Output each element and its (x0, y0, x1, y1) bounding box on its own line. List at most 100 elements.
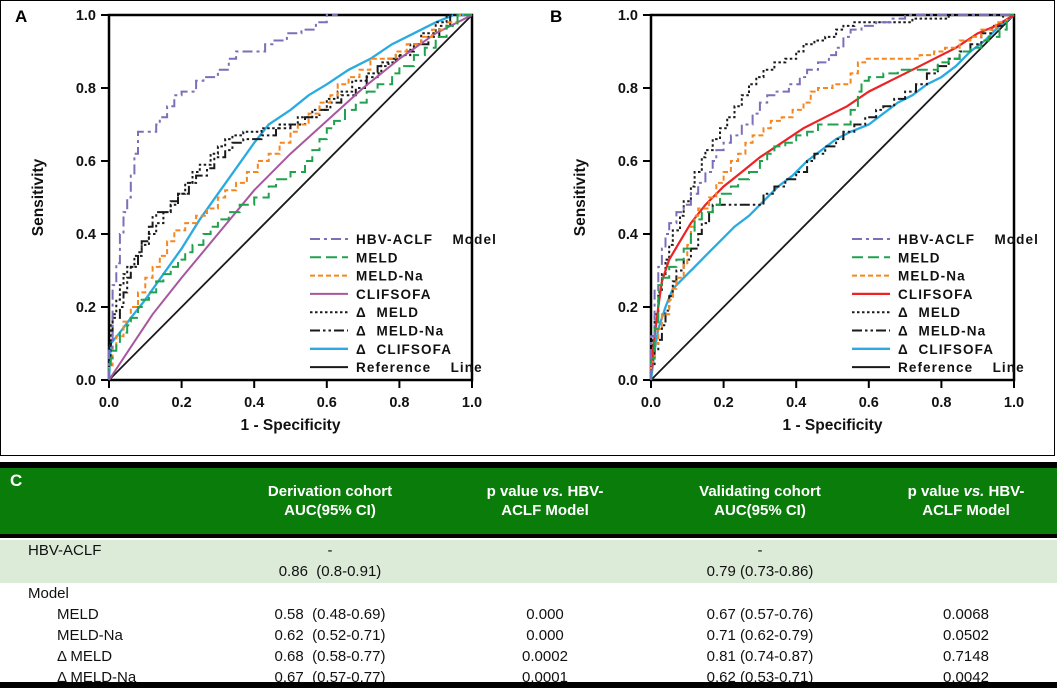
x-tick-label: 0.2 (172, 395, 192, 411)
table-cell (875, 540, 1057, 561)
row-label: Δ MELD (57, 648, 113, 665)
table-cell (645, 583, 875, 604)
roc-chart-a: 0.0 0.2 0.4 0.6 0.8 1.0 0.0 0.2 0.4 0.6 0.8 1.0 1 - … (30, 8, 497, 434)
legend: HBV-ACLF Model MELD MELD-Na CLIFSOFA Δ MELD Δ… (852, 232, 1039, 375)
y-tick-label: 0.6 (76, 154, 96, 170)
table-cell: 0.67 (0.57-0.76) (706, 606, 814, 623)
y-axis-title: Sensitivity (30, 158, 47, 236)
table-cell: 0.000 (526, 606, 564, 623)
legend: HBV-ACLF Model MELD MELD-Na CLIFSOFA Δ MELD Δ… (310, 232, 497, 375)
legend-label-delta-meld: Δ MELD (898, 305, 961, 320)
panel-b-label: B (550, 7, 563, 26)
x-tick-label: 0.4 (786, 395, 806, 411)
column-header: Derivation cohort AUC(95% CI) (267, 483, 393, 519)
legend-label-clifsofa: CLIFSOFA (898, 287, 974, 302)
column-header: p value vs. HBV- ACLF Model (907, 483, 1025, 519)
legend-label-meld: MELD (356, 250, 399, 265)
legend-label-delta-meld-na: Δ MELD-Na (898, 324, 986, 339)
table-header: C Derivation cohort AUC(95% CI) p value vs… (0, 468, 1057, 534)
y-axis-title: Sensitivity (572, 158, 589, 236)
table-cell (445, 540, 645, 561)
series-reference-line (650, 14, 1015, 381)
table-cell (445, 583, 645, 604)
plot-frame (649, 13, 1016, 382)
header-divider-rule (0, 534, 1057, 538)
legend-label-meld-na: MELD-Na (898, 269, 966, 284)
table-cell: 0.0042 (943, 669, 989, 686)
series-meld-na (650, 14, 1014, 380)
y-tick-label: 0.0 (618, 373, 638, 389)
series-clifsofa (108, 14, 473, 381)
x-tick-label: 0.8 (931, 395, 951, 411)
table-cell: 0.000 (526, 627, 564, 644)
table-cell: 0.62 (0.52-0.71) (274, 627, 386, 644)
table-cell: 0.7148 (943, 648, 989, 665)
table-row: Δ MELD 0.68 (0.58-0.77) 0.0002 0.81 (0.74-0… (0, 646, 1057, 667)
roc-chart-b: 0.0 0.2 0.4 0.6 0.8 1.0 0.0 0.2 0.4 0.6 0.8 1.0 1 - … (572, 8, 1039, 434)
table-body: HBV-ACLF -0.86 (0.8-0.91) -0.79 (0.73-0.86… (0, 540, 1057, 688)
table-top-rule (0, 462, 1057, 468)
series-meld (108, 14, 472, 380)
legend-label-meld-na: MELD-Na (356, 269, 424, 284)
series-delta-meld (650, 14, 1014, 380)
x-tick-label: 0.6 (317, 395, 337, 411)
y-tick-label: 1.0 (76, 8, 96, 24)
x-tick-label: 0.4 (244, 395, 264, 411)
x-tick-label: 1.0 (1004, 395, 1024, 411)
legend-label-meld: MELD (898, 250, 941, 265)
table-cell: 0.0001 (522, 669, 568, 686)
table-cell: 0.81 (0.74-0.87) (706, 648, 814, 665)
x-tick-label: 0.0 (641, 395, 661, 411)
series-delta-meld (108, 14, 472, 380)
x-axis-title: 1 - Specificity (783, 417, 883, 434)
series-reference-line (108, 14, 473, 381)
y-tick-label: 0.8 (618, 81, 638, 97)
y-tick-label: 0.2 (76, 300, 96, 316)
table-row: Model (0, 583, 1057, 604)
table-row: MELD-Na 0.62 (0.52-0.71) 0.000 0.71 (0.62-0… (0, 625, 1057, 646)
series-hbv-aclf-model (108, 14, 338, 380)
roc-figure-box: A 0.0 0.2 0.4 0.6 0.8 1.0 0.0 0.2 0.4 0.6 0.8 1.0 1 … (0, 0, 1055, 456)
panel-a-label: A (15, 7, 28, 26)
x-tick-label: 0.2 (714, 395, 734, 411)
series-meld-na (108, 14, 472, 380)
y-tick-label: 0.2 (618, 300, 638, 316)
row-label: HBV-ACLF (28, 542, 102, 559)
table-cell: -0.86 (0.8-0.91) (278, 542, 382, 580)
legend-label-hbv-aclf-model: HBV-ACLF Model (898, 232, 1039, 247)
table-cell: -0.79 (0.73-0.86) (706, 542, 814, 580)
plot-frame (107, 13, 474, 382)
column-header (0, 492, 215, 511)
table-cell: 0.68 (0.58-0.77) (274, 648, 386, 665)
legend-label-delta-meld-na: Δ MELD-Na (356, 324, 444, 339)
table-bottom-rule (0, 682, 1057, 688)
y-tick-label: 0.6 (618, 154, 638, 170)
x-tick-label: 0.0 (99, 395, 119, 411)
table-cell: 0.0502 (943, 627, 989, 644)
series-hbv-aclf-model (650, 14, 1014, 380)
results-table-section: C Derivation cohort AUC(95% CI) p value vs… (0, 462, 1057, 688)
table-cell: 0.0068 (943, 606, 989, 623)
legend-label-delta-clifsofa: Δ CLIFSOFA (356, 342, 452, 357)
y-tick-label: 0.4 (618, 227, 638, 243)
row-label: Model (28, 585, 69, 602)
x-tick-label: 1.0 (462, 395, 482, 411)
legend-label-delta-meld: Δ MELD (356, 305, 419, 320)
row-label: Δ MELD-Na (57, 669, 137, 686)
table-row: MELD 0.58 (0.48-0.69) 0.000 0.67 (0.57-0.76… (0, 604, 1057, 625)
roc-panel-a: A 0.0 0.2 0.4 0.6 0.8 1.0 0.0 0.2 0.4 0.6 0.8 1.0 1 … (2, 2, 530, 462)
y-tick-label: 0.0 (76, 373, 96, 389)
table-row: Δ MELD-Na 0.67 (0.57-0.77) 0.0001 0.62 (0.5… (0, 667, 1057, 688)
table-row: HBV-ACLF -0.86 (0.8-0.91) -0.79 (0.73-0.86… (0, 540, 1057, 583)
roc-panel-b: B 0.0 0.2 0.4 0.6 0.8 1.0 0.0 0.2 0.4 0.6 0.8 1.0 1 … (544, 2, 1057, 462)
row-label: MELD (57, 606, 99, 623)
x-tick-label: 0.6 (859, 395, 879, 411)
y-tick-label: 0.4 (76, 227, 96, 243)
x-axis-title: 1 - Specificity (241, 417, 341, 434)
panel-c-label: C (10, 471, 23, 490)
table-cell: 0.62 (0.53-0.71) (706, 669, 814, 686)
table-cell (215, 583, 445, 604)
legend-label-hbv-aclf-model: HBV-ACLF Model (356, 232, 497, 247)
table-cell: 0.58 (0.48-0.69) (274, 606, 386, 623)
series-delta-meld-na (108, 14, 472, 380)
